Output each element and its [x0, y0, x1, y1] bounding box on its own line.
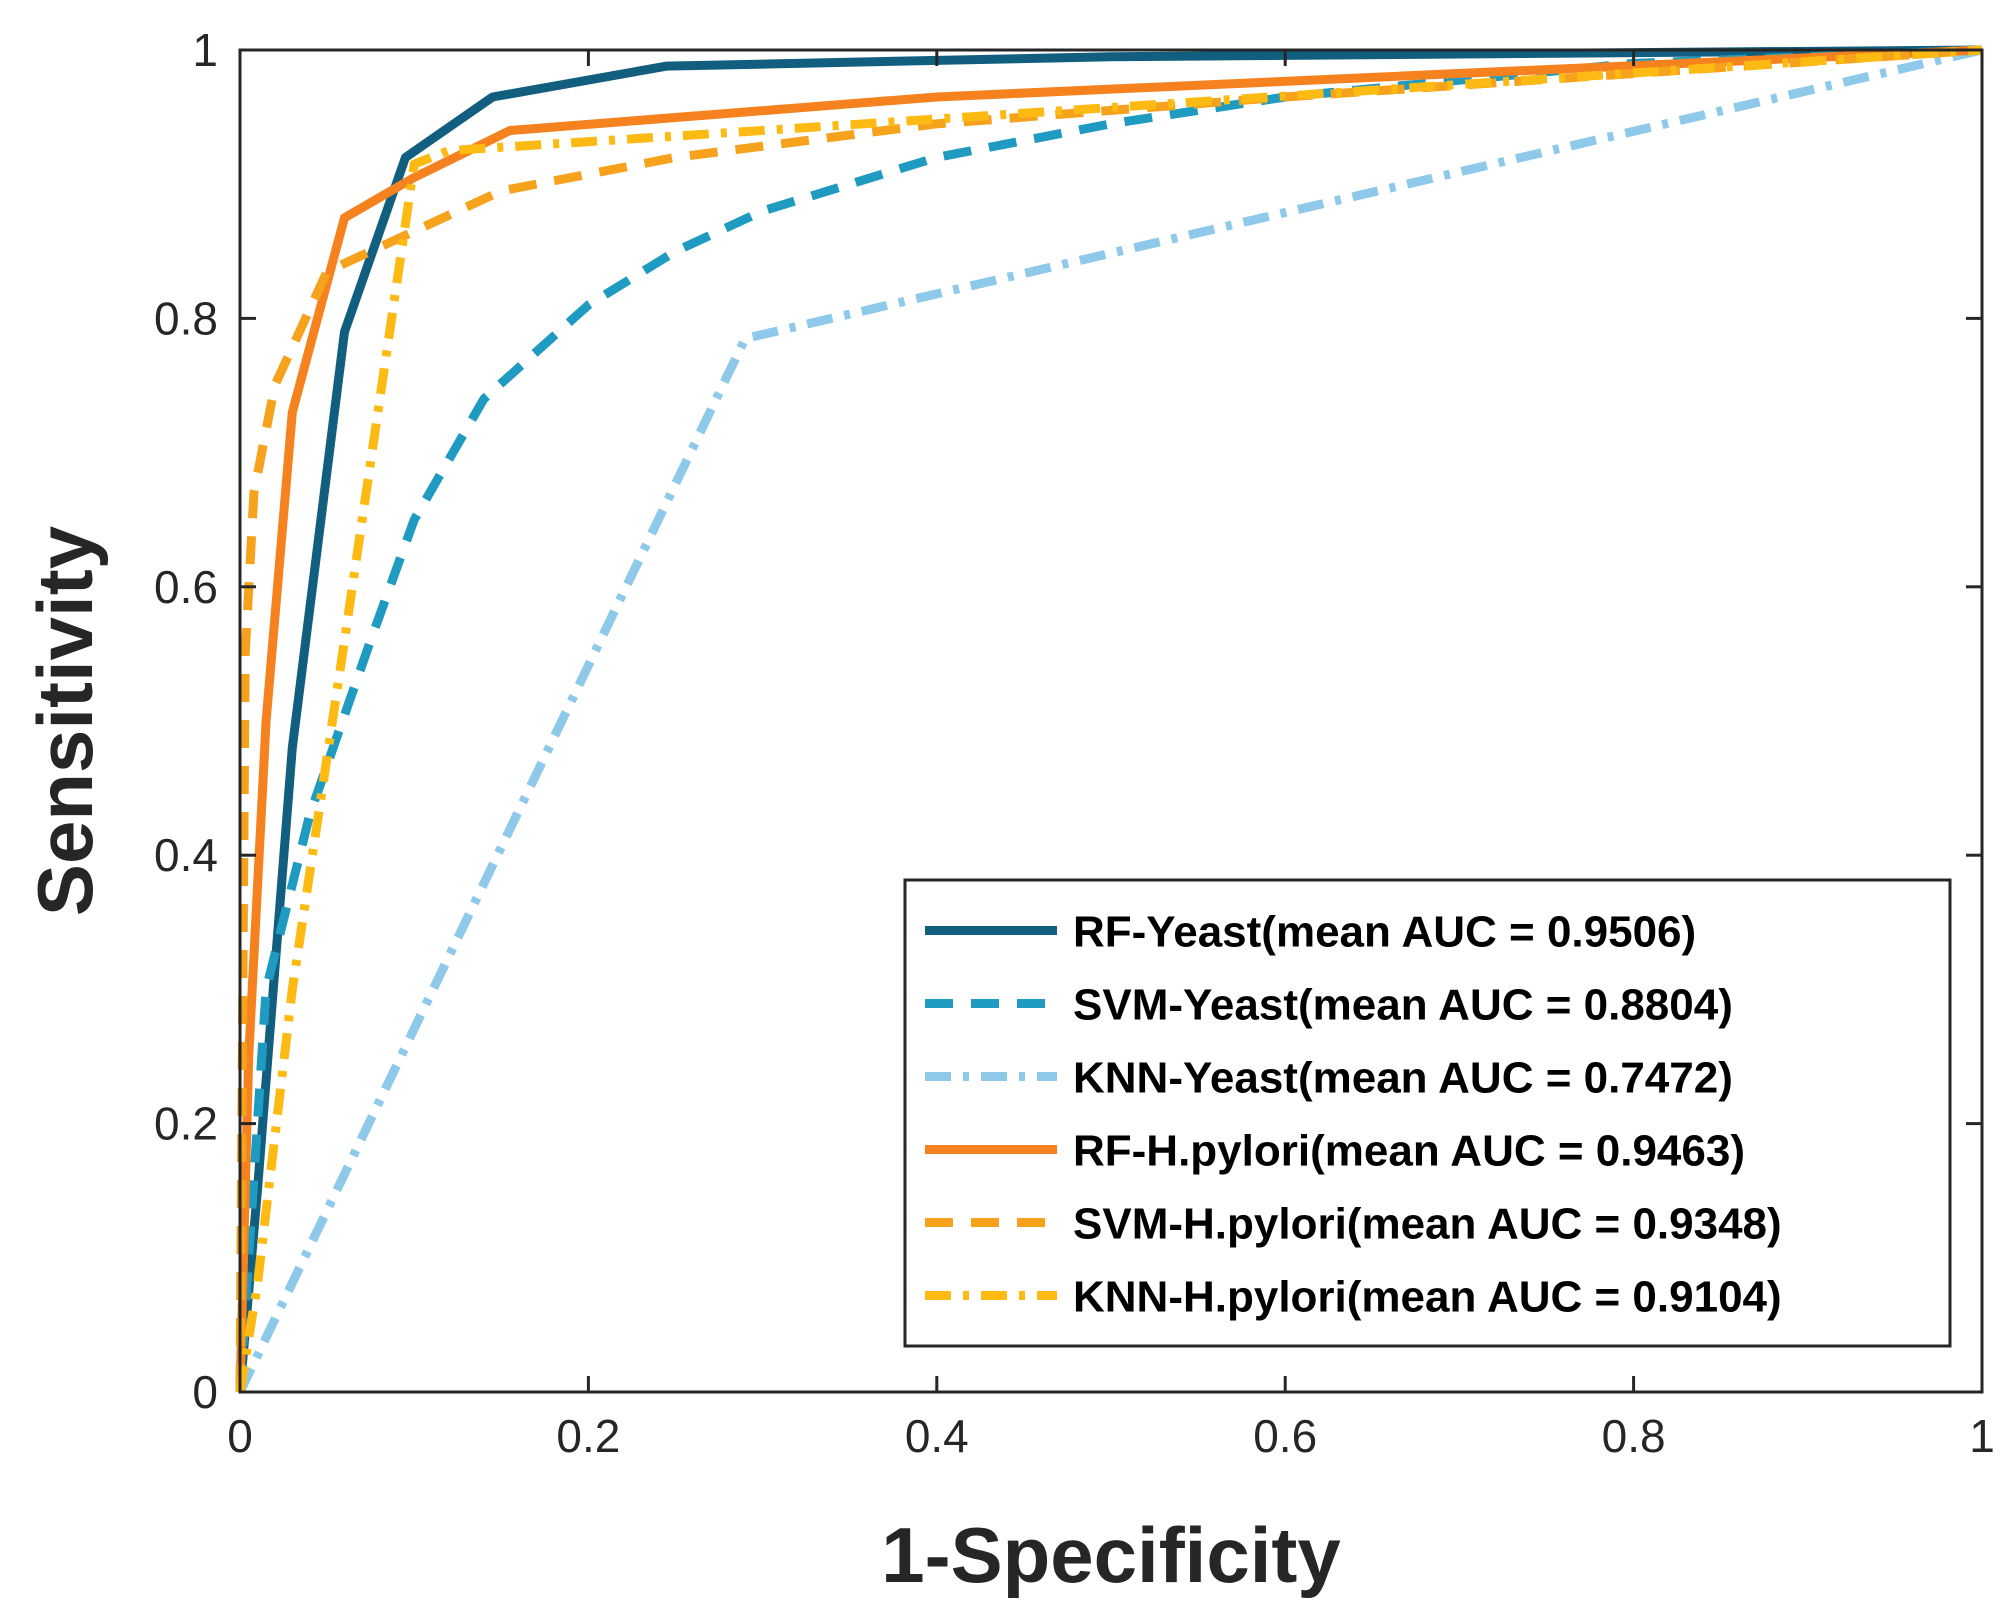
series-line-5 [235, 45, 1983, 1393]
axis-ticks: 0 0.2 0.4 0.6 0.8 1 0 0.2 0.4 0.6 0.8 1 [154, 24, 1995, 1462]
legend-label-3: KNN-Yeast(mean AUC = 0.7472) [1073, 1054, 1733, 1103]
legend-label-5: SVM-H.pylori(mean AUC = 0.9348) [1073, 1200, 1782, 1249]
x-tick-label: 0 [227, 1410, 253, 1462]
x-tick-label: 0.4 [905, 1410, 969, 1462]
y-tick-label: 1 [192, 24, 218, 76]
legend-label-1: RF-Yeast(mean AUC = 0.9506) [1073, 908, 1696, 957]
y-tick-label: 0.8 [154, 292, 218, 344]
series-line-4 [235, 45, 1983, 1393]
y-tick-label: 0.6 [154, 561, 218, 613]
x-tick-label: 0.8 [1602, 1410, 1666, 1462]
series-lines [235, 45, 1984, 1394]
x-tick-label: 1 [1969, 1410, 1995, 1462]
legend-label-6: KNN-H.pylori(mean AUC = 0.9104) [1073, 1273, 1782, 1322]
y-tick-label: 0.2 [154, 1098, 218, 1150]
y-tick-label: 0.4 [154, 829, 218, 881]
legend-box [903, 878, 1952, 1348]
legend: RF-Yeast(mean AUC = 0.9506) SVM-Yeast(mea… [903, 878, 1952, 1348]
x-axis-label: 1-Specificity [881, 1511, 1341, 1599]
x-tick-label: 0.6 [1253, 1410, 1317, 1462]
series-line-2 [235, 45, 1983, 1393]
x-tick-label: 0.2 [556, 1410, 620, 1462]
y-axis-label: Sensitivity [21, 526, 109, 916]
y-tick-label: 0 [192, 1366, 218, 1418]
plot-frame [238, 48, 1984, 1394]
legend-label-2: SVM-Yeast(mean AUC = 0.8804) [1073, 981, 1733, 1030]
legend-label-4: RF-H.pylori(mean AUC = 0.9463) [1073, 1127, 1745, 1176]
series-line-1 [235, 45, 1983, 1393]
